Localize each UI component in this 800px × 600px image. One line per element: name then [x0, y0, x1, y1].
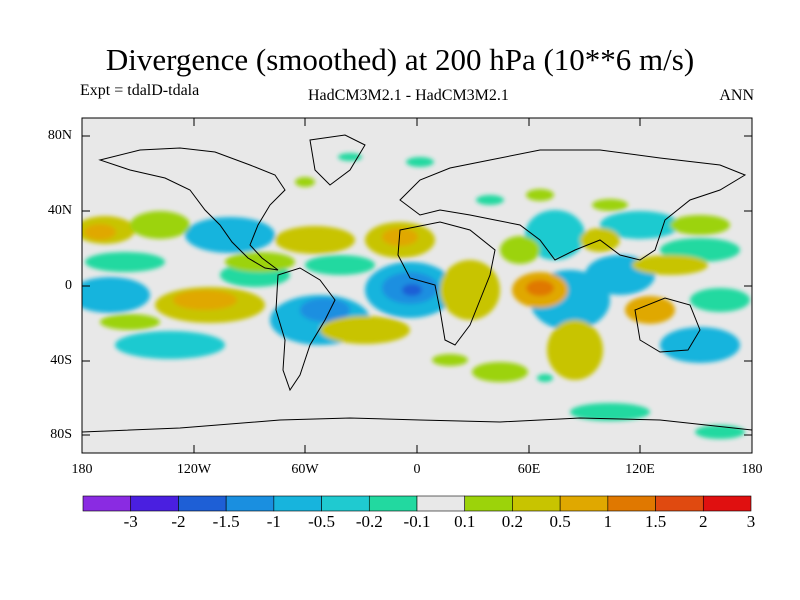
- lon-label-0: 0: [413, 462, 421, 477]
- colorbar-tick-label: 0.5: [549, 512, 571, 531]
- colorbar-swatch: [464, 495, 513, 512]
- continent-outline-south-america: [275, 267, 336, 392]
- contour-region: [406, 157, 434, 167]
- continent-outline-australia: [634, 297, 701, 353]
- contour-region: [300, 298, 350, 322]
- colorbar-swatch: [368, 495, 418, 512]
- colorbar-tick-label: -0.5: [308, 512, 336, 531]
- lon-ticks: [81, 118, 753, 453]
- contour-region: [432, 354, 468, 366]
- continent-outline-africa: [397, 221, 496, 346]
- contour-region: [275, 226, 355, 254]
- contour-region: [695, 425, 745, 439]
- colorbar-swatch: [655, 495, 704, 512]
- contour-region: [537, 374, 553, 382]
- coastlines: [82, 134, 752, 433]
- contour-region: [547, 320, 603, 380]
- colorbar-swatch: [273, 495, 322, 512]
- colorbar-tick-label: -0.1: [403, 512, 431, 531]
- contour-region: [295, 177, 315, 187]
- contour-region: [305, 255, 375, 275]
- lat-label-40s: 40S: [50, 353, 72, 368]
- contour-region: [338, 153, 362, 161]
- contour-region: [472, 362, 528, 382]
- colorbar-tick-label: -1.5: [212, 512, 240, 531]
- colorbar-swatch: [702, 495, 752, 512]
- lon-label-60w: 60W: [291, 462, 319, 477]
- contour-region: [85, 252, 165, 272]
- lon-label-180e: 180: [741, 462, 763, 477]
- continent-outline-eurasia: [399, 149, 747, 261]
- colorbar-tick-label: 1.5: [644, 512, 667, 531]
- contour-region: [130, 211, 190, 239]
- contour-region: [632, 255, 708, 275]
- lat-label-0: 0: [65, 278, 72, 293]
- contour-region: [526, 189, 554, 201]
- contour-region: [625, 296, 675, 324]
- colorbar-swatch: [130, 495, 179, 512]
- contour-region: [660, 327, 740, 363]
- lat-label-80n: 80N: [47, 128, 72, 143]
- lon-label-120w: 120W: [176, 462, 212, 477]
- colorbar-swatch: [321, 495, 370, 512]
- divergence-field: [82, 153, 750, 439]
- contour-region: [84, 224, 116, 240]
- lat-label-80s: 80S: [50, 427, 72, 442]
- colorbar: [82, 495, 752, 512]
- colorbar-tick-label: -0.2: [355, 512, 383, 531]
- contour-region: [320, 316, 410, 344]
- contour-region: [592, 199, 628, 211]
- lon-label-120e: 120E: [625, 462, 655, 477]
- colorbar-tick-label: -2: [171, 512, 186, 531]
- contour-region: [690, 288, 750, 312]
- contour-region: [476, 195, 504, 205]
- contour-region: [570, 403, 650, 421]
- lat-ticks: [82, 135, 752, 436]
- contour-region: [526, 280, 554, 296]
- continent-outline-greenland: [309, 134, 366, 186]
- continent-outline-north-america: [98, 147, 286, 271]
- continent-outline-antarctica: [82, 417, 752, 433]
- contour-region: [173, 290, 237, 310]
- contour-region: [500, 236, 540, 264]
- colorbar-swatch: [607, 495, 656, 512]
- lat-label-40n: 40N: [47, 203, 72, 218]
- colorbar-tick-label: 3: [746, 512, 756, 531]
- plot-title: Divergence (smoothed) at 200 hPa (10**6 …: [105, 42, 695, 77]
- contour-region: [402, 284, 422, 296]
- colorbar-swatch: [82, 495, 132, 512]
- model-comparison-label: HadCM3M2.1 - HadCM3M2.1: [308, 87, 509, 104]
- colorbar-tick-label: 0.1: [454, 512, 476, 531]
- colorbar-tick-label: 0.2: [501, 512, 524, 531]
- colorbar-swatch: [178, 495, 227, 512]
- contour-region: [600, 211, 680, 239]
- lon-label-60e: 60E: [517, 462, 541, 477]
- contour-region: [382, 228, 418, 246]
- contour-region: [670, 215, 730, 235]
- colorbar-tick-label: -3: [123, 512, 138, 531]
- colorbar-swatch: [225, 495, 275, 512]
- experiment-label: Expt = tdalD-tdala: [80, 82, 200, 99]
- contour-region: [440, 260, 500, 320]
- colorbar-tick-label: -1: [266, 512, 281, 531]
- colorbar-swatch: [416, 495, 466, 512]
- colorbar-tick-label: 1: [603, 512, 613, 531]
- colorbar-tick-label: 2: [699, 512, 708, 531]
- contour-region: [525, 210, 585, 260]
- colorbar-swatch: [512, 495, 561, 512]
- contour-region: [82, 277, 150, 313]
- season-label: ANN: [719, 87, 754, 104]
- contour-region: [115, 331, 225, 359]
- colorbar-swatch: [559, 495, 609, 512]
- contour-region: [100, 314, 160, 330]
- contour-region: [185, 217, 275, 253]
- contour-region: [225, 252, 295, 272]
- lon-label-180w: 180: [71, 462, 93, 477]
